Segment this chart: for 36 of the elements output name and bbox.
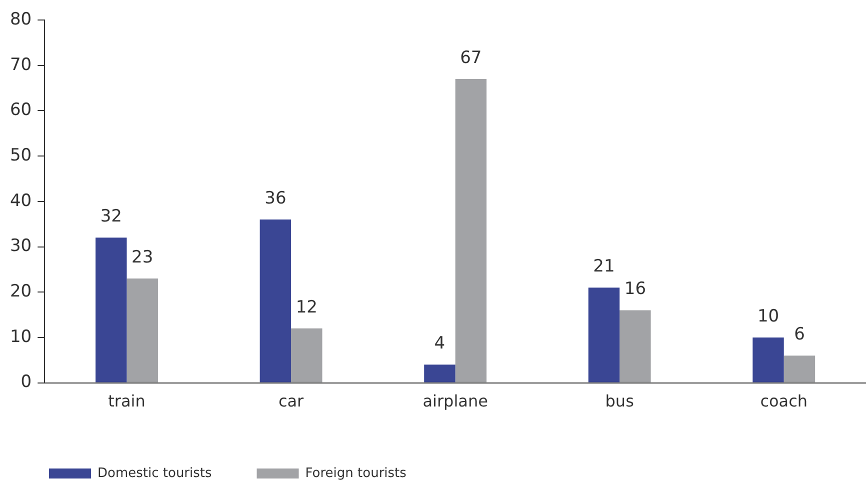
data-label: 12	[296, 297, 318, 318]
y-tick-label: 20	[10, 282, 32, 302]
bar	[260, 220, 292, 382]
data-label: 32	[100, 206, 122, 227]
data-label: 16	[624, 279, 646, 300]
bar	[291, 328, 322, 382]
bar	[126, 278, 158, 382]
data-label: 6	[794, 324, 805, 345]
data-label: 67	[460, 48, 482, 68]
legend-label: Domestic tourists	[98, 466, 212, 481]
data-label: 23	[132, 247, 154, 268]
bar	[424, 364, 456, 382]
bar	[96, 238, 127, 382]
x-tick-label: bus	[605, 392, 634, 411]
y-tick-label: 70	[10, 54, 32, 75]
bar	[784, 356, 816, 382]
data-label: 21	[593, 256, 615, 276]
legend-label: Foreign tourists	[305, 466, 407, 481]
data-label: 4	[434, 334, 446, 354]
bar	[588, 288, 620, 382]
x-tick-label: airplane	[422, 392, 488, 411]
x-tick-label: coach	[760, 392, 808, 411]
data-label: 10	[757, 306, 780, 326]
y-tick-label: 60	[10, 100, 32, 120]
y-tick-label: 40	[10, 190, 32, 211]
y-tick-label: 80	[10, 9, 32, 30]
y-tick-label: 30	[10, 236, 32, 256]
bar	[752, 337, 784, 382]
y-tick-label: 50	[10, 145, 32, 166]
bar	[620, 310, 651, 382]
y-tick-label: 10	[10, 326, 32, 347]
y-tick-label: 0	[20, 372, 32, 392]
bar	[455, 78, 487, 382]
data-label: 36	[264, 188, 286, 208]
x-tick-label: car	[278, 392, 304, 411]
x-tick-label: train	[108, 392, 146, 411]
